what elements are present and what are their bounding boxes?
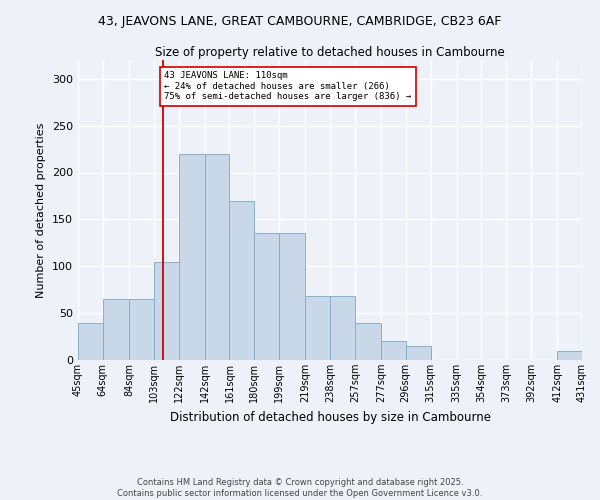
Text: Contains HM Land Registry data © Crown copyright and database right 2025.
Contai: Contains HM Land Registry data © Crown c… [118, 478, 482, 498]
Bar [205, 154, 229, 360]
Bar [355, 322, 381, 360]
Text: 43 JEAVONS LANE: 110sqm
← 24% of detached houses are smaller (266)
75% of semi-d: 43 JEAVONS LANE: 110sqm ← 24% of detache… [164, 71, 412, 101]
X-axis label: Distribution of detached houses by size in Cambourne: Distribution of detached houses by size … [170, 410, 491, 424]
Bar [557, 350, 582, 360]
Bar [129, 299, 154, 360]
Bar [154, 262, 179, 360]
Y-axis label: Number of detached properties: Number of detached properties [37, 122, 46, 298]
Title: Size of property relative to detached houses in Cambourne: Size of property relative to detached ho… [155, 46, 505, 59]
Bar [179, 154, 205, 360]
Bar [305, 296, 330, 360]
Text: 43, JEAVONS LANE, GREAT CAMBOURNE, CAMBRIDGE, CB23 6AF: 43, JEAVONS LANE, GREAT CAMBOURNE, CAMBR… [98, 15, 502, 28]
Bar [406, 346, 431, 360]
Bar [381, 341, 406, 360]
Bar [78, 322, 103, 360]
Bar [103, 299, 129, 360]
Bar [330, 296, 355, 360]
Bar [254, 234, 279, 360]
Bar [229, 200, 254, 360]
Bar [279, 234, 305, 360]
